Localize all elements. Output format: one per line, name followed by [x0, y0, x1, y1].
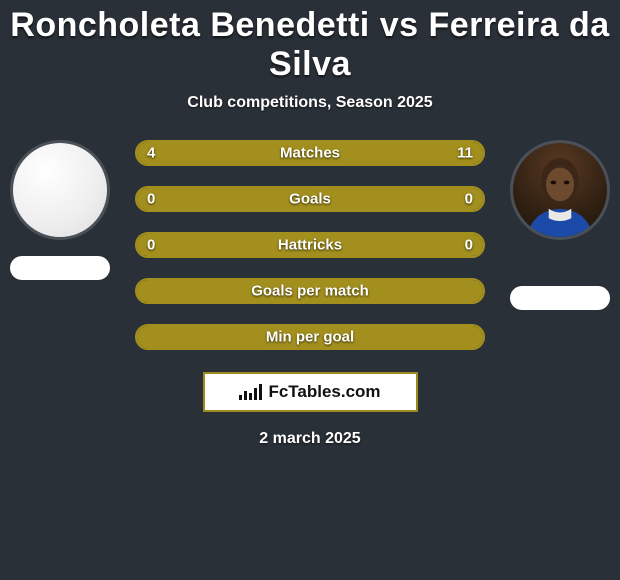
- stat-bar-fill: [137, 280, 483, 302]
- brand-text: FcTables.com: [268, 382, 380, 402]
- chart-bars-icon: [239, 384, 262, 400]
- stat-row: Goals per match: [135, 278, 485, 304]
- player-right-avatar: [510, 140, 610, 240]
- stat-bar-fill-left: [137, 188, 310, 210]
- player-left-avatar: [10, 140, 110, 240]
- player-left-column: [0, 140, 120, 280]
- stat-row: Hattricks00: [135, 232, 485, 258]
- stat-bar-fill: [137, 326, 483, 348]
- brand-badge: FcTables.com: [203, 372, 418, 412]
- person-icon: [513, 140, 607, 240]
- stat-bar-fill-left: [137, 142, 229, 164]
- stat-row: Matches411: [135, 140, 485, 166]
- player-right-name-pill: [510, 286, 610, 310]
- stat-bar-fill-right: [229, 142, 483, 164]
- stat-bar-fill-left: [137, 234, 310, 256]
- stat-row: Min per goal: [135, 324, 485, 350]
- stat-row: Goals00: [135, 186, 485, 212]
- comparison-subtitle: Club competitions, Season 2025: [0, 94, 620, 112]
- player-right-column: [500, 140, 620, 310]
- comparison-body: Matches411 Goals00 Hattricks00 Goals per ma…: [0, 140, 620, 350]
- comparison-date: 2 march 2025: [0, 430, 620, 448]
- comparison-title: Roncholeta Benedetti vs Ferreira da Silv…: [0, 0, 620, 84]
- stat-bar-fill-right: [310, 234, 483, 256]
- stat-bars: Matches411 Goals00 Hattricks00 Goals per ma…: [135, 140, 485, 350]
- stat-bar-fill-right: [310, 188, 483, 210]
- player-left-name-pill: [10, 256, 110, 280]
